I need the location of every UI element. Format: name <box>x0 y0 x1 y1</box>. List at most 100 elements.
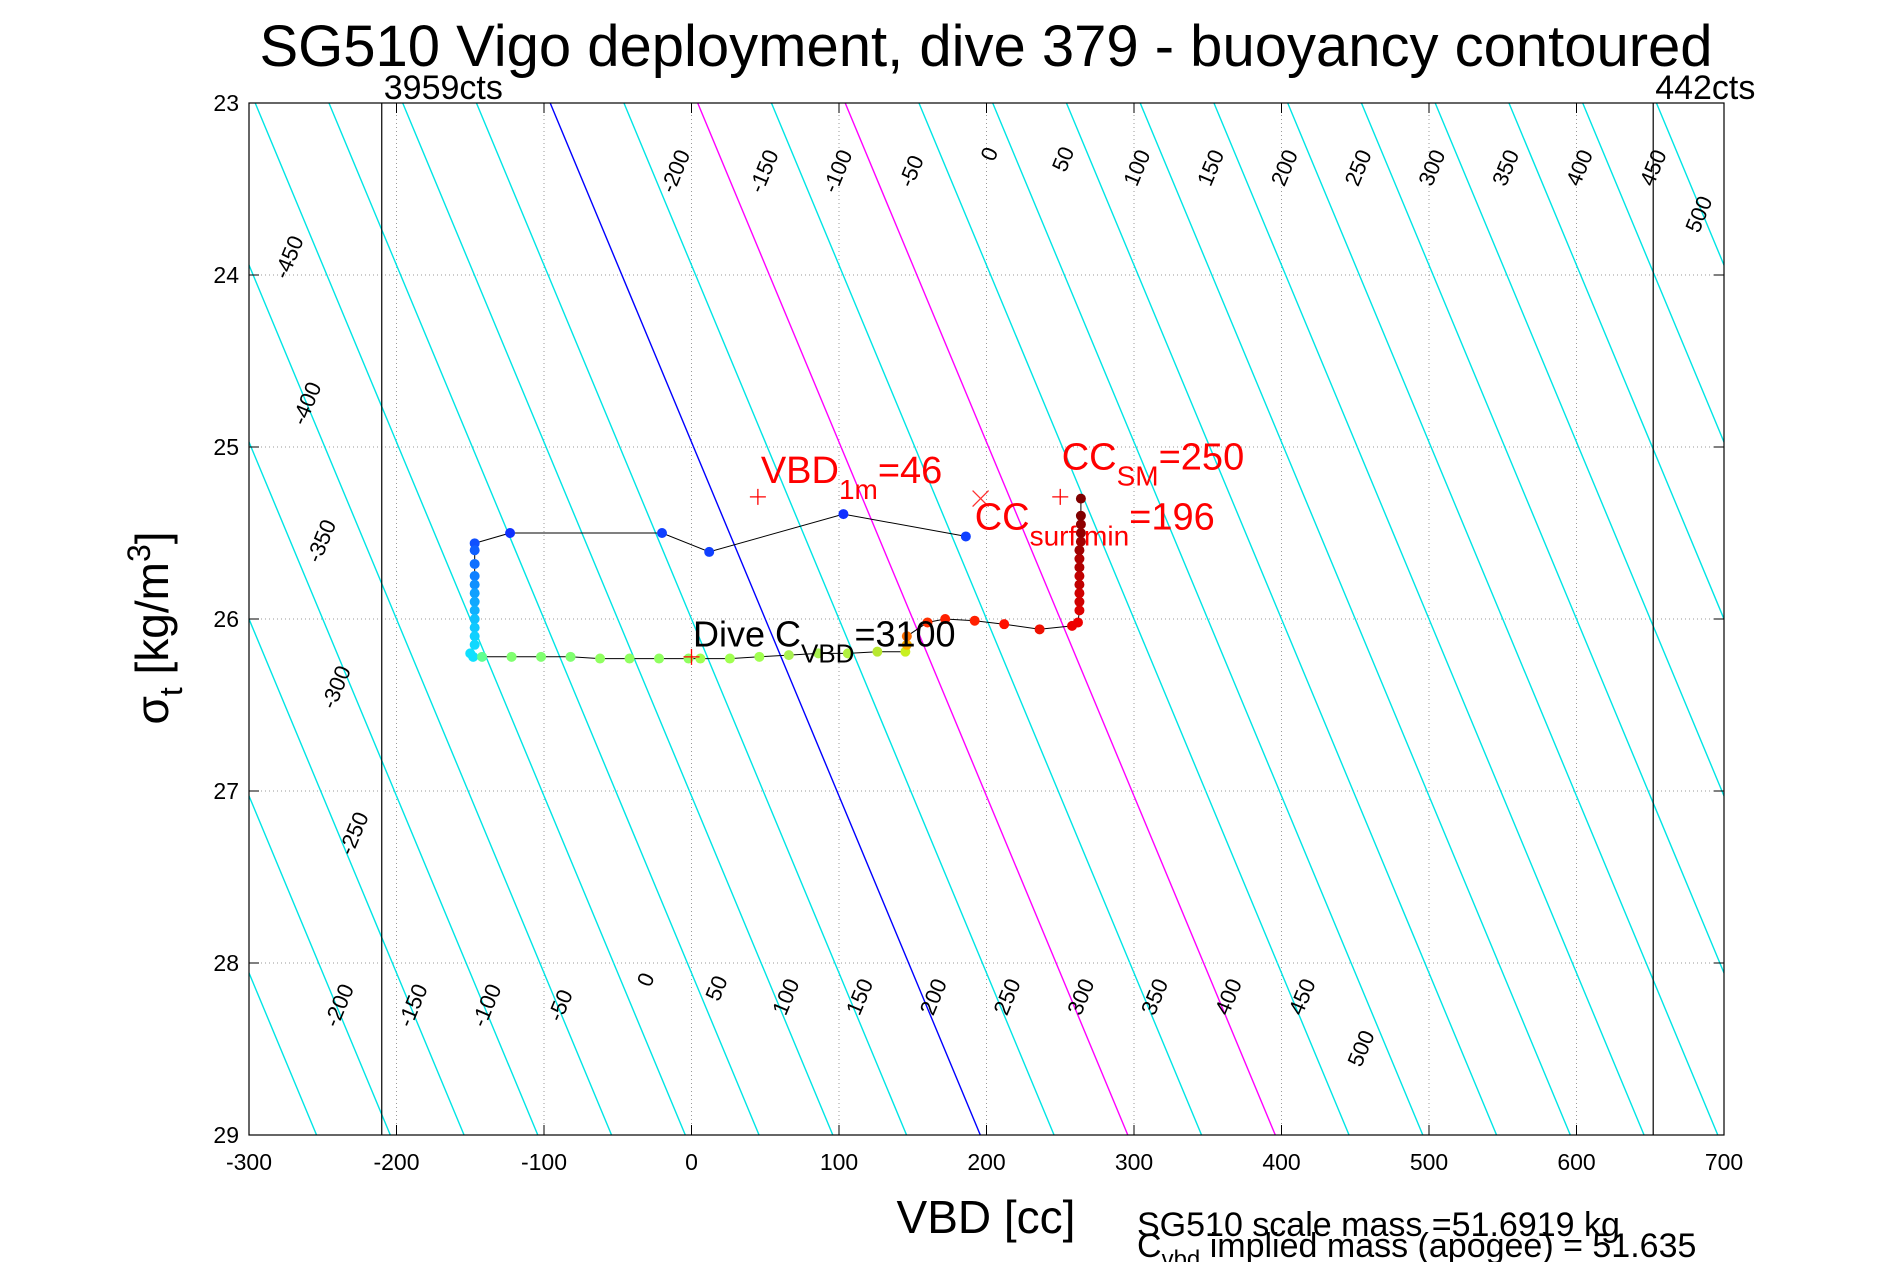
trace-point <box>1074 553 1085 564</box>
annotation-label: CCsurf min=196 <box>975 497 1215 552</box>
trace-point <box>506 651 517 662</box>
trace-point <box>469 545 480 556</box>
trace-point <box>469 631 480 642</box>
buoyancy-contour-line <box>475 103 908 1135</box>
x-tick-label: -200 <box>373 1149 419 1175</box>
trace-point <box>783 650 794 661</box>
trace-point <box>813 648 824 659</box>
buoyancy-contour-line <box>249 440 539 1135</box>
footer-implied-mass: Cvbd implied mass (apogee) = 51.635 <box>1137 1227 1696 1262</box>
trace-point <box>901 631 912 642</box>
trace-point <box>969 615 980 626</box>
y-tick-label: 29 <box>213 1122 239 1148</box>
trace-point <box>999 619 1010 630</box>
buoyancy-contours <box>249 103 1724 1135</box>
plus-marker <box>749 488 766 505</box>
buoyancy-contour-line <box>844 103 1276 1135</box>
trace-point <box>704 546 715 557</box>
trace-point <box>469 558 480 569</box>
x-tick-label: 200 <box>967 1149 1005 1175</box>
buoyancy-contour-line <box>1287 103 1719 1135</box>
buoyancy-contour-line <box>402 103 834 1135</box>
trace-point <box>469 605 480 616</box>
trace-point <box>695 653 706 664</box>
trace-point <box>922 617 933 628</box>
reference-markers <box>683 488 1069 665</box>
y-axis-ticks: 23 24 25 26 27 28 29 <box>213 90 1724 1148</box>
trace-point <box>1075 510 1086 521</box>
trace-point <box>657 528 667 538</box>
trace-point <box>842 648 853 659</box>
trace-point <box>838 509 849 520</box>
trace-point <box>1074 596 1085 607</box>
chart-title: SG510 Vigo deployment, dive 379 - buoyan… <box>259 14 1712 79</box>
trace-point <box>960 531 971 542</box>
buoyancy-contour-line <box>1065 103 1498 1135</box>
trace-point <box>1034 624 1045 635</box>
trace-point <box>940 614 951 624</box>
trace-point <box>1074 588 1085 599</box>
trace-point <box>469 639 480 650</box>
trace-point <box>477 651 488 662</box>
vbd-limit-label: 442cts <box>1655 69 1755 107</box>
buoyancy-contour-line <box>1434 103 1724 798</box>
annotations: VBD1m=46 CCSM=250 CCsurf min=196 Dive CVBD=… <box>693 436 1244 668</box>
plus-marker <box>1052 488 1069 505</box>
y-tick-label: 23 <box>213 90 239 116</box>
trace-point <box>872 646 883 657</box>
x-axis-label: VBD [cc] <box>897 1191 1076 1243</box>
annotation-label: CCSM=250 <box>1062 436 1244 491</box>
vbd-limit-lines: 3959cts 442cts <box>381 69 1755 1135</box>
x-tick-label: -300 <box>226 1149 272 1175</box>
x-tick-label: 600 <box>1557 1149 1595 1175</box>
trace-point <box>595 653 606 664</box>
buoyancy-contour-line <box>1139 103 1571 1135</box>
x-tick-label: 400 <box>1262 1149 1300 1175</box>
x-axis-ticks: -300 -200 -100 0 100 200 300 400 500 600 700 <box>226 103 1743 1175</box>
x-tick-label: 100 <box>820 1149 858 1175</box>
trace-point <box>469 614 480 624</box>
x-tick-label: 500 <box>1410 1149 1448 1175</box>
footer-scale-mass: SG510 scale mass =51.6919 kg <box>1137 1206 1620 1244</box>
trace-point <box>624 653 635 664</box>
y-tick-label: 25 <box>213 434 239 460</box>
x-tick-label: 300 <box>1115 1149 1153 1175</box>
trace-point <box>469 579 480 590</box>
buoyancy-contour-line <box>770 103 1203 1135</box>
trace-point <box>469 622 480 633</box>
trace-point <box>565 651 576 662</box>
trace-point <box>1072 617 1083 628</box>
annotation-label: VBD1m=46 <box>761 450 943 505</box>
buoyancy-contour-line <box>992 103 1424 1135</box>
trace-point <box>469 571 480 581</box>
buoyancy-contour-line <box>249 794 391 1135</box>
x-marker <box>972 490 990 508</box>
x-tick-label: 700 <box>1705 1149 1743 1175</box>
y-tick-label: 28 <box>213 950 239 976</box>
trace-points <box>465 493 1086 664</box>
trace-point <box>468 651 479 662</box>
buoyancy-contour-line <box>328 103 760 1135</box>
trace-point <box>505 528 516 538</box>
plus-marker <box>683 648 700 665</box>
x-tick-label: 0 <box>685 1149 698 1175</box>
trace-point <box>1075 493 1086 504</box>
buoyancy-contour-line <box>1213 103 1645 1135</box>
trace-point <box>724 653 735 664</box>
trace-point <box>1074 579 1085 590</box>
trace-point <box>1074 605 1085 616</box>
trace-point <box>469 596 480 607</box>
buoyancy-contour-line <box>918 103 1350 1135</box>
trace-point <box>1074 562 1085 573</box>
trace-point <box>536 651 547 662</box>
buoyancy-contour-line <box>623 103 1055 1135</box>
zero-buoyancy-contour <box>549 103 981 1135</box>
trace-point <box>754 651 765 662</box>
annotation-label: Dive CVBD=3100 <box>693 614 956 669</box>
buoyancy-contour-line <box>1508 103 1724 621</box>
buoyancy-contour-line <box>1582 103 1724 444</box>
trace-point <box>1074 571 1085 581</box>
vbd-limit-label: 3959cts <box>384 69 503 107</box>
y-tick-label: 26 <box>213 606 239 632</box>
